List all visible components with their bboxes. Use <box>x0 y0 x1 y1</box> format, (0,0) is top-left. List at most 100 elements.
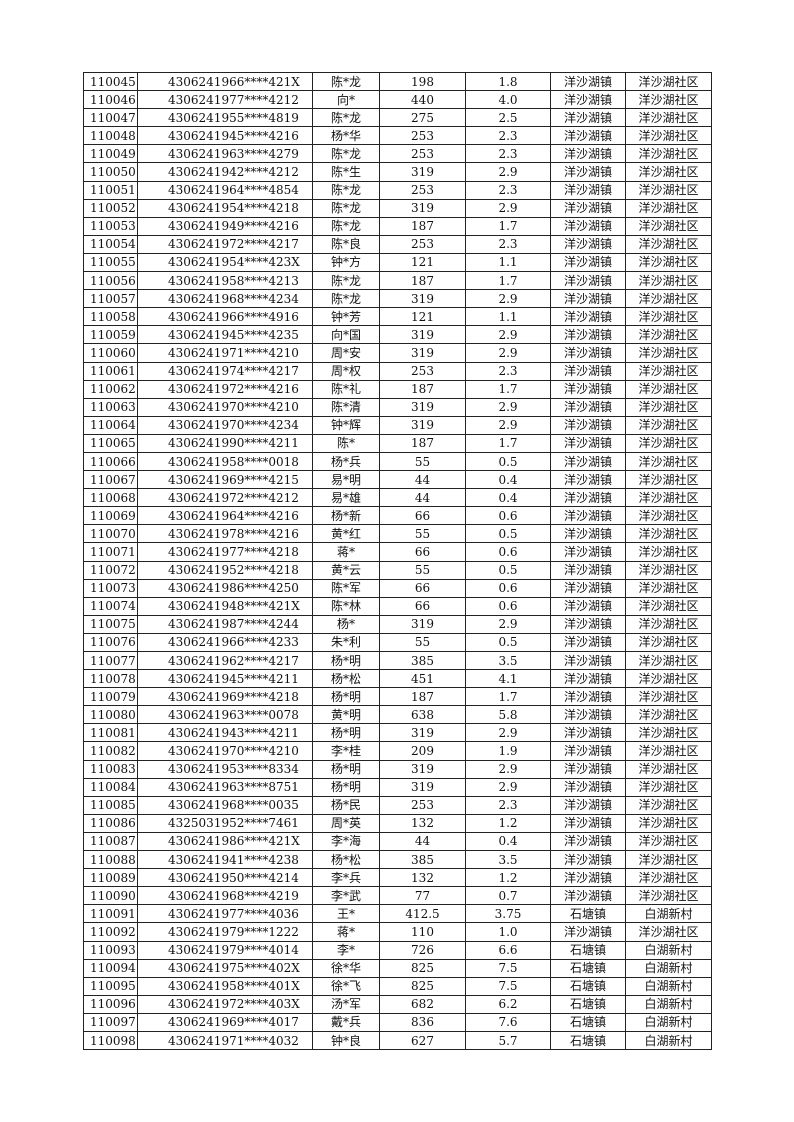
table-row: 110081 4306241943****4211 杨*明 319 2.9 洋沙湖镇 洋沙湖… <box>83 723 712 743</box>
record-id-cell: 110059 <box>83 325 138 345</box>
community-cell: 洋沙湖社区 <box>625 542 712 562</box>
record-id-cell: 110068 <box>83 488 138 508</box>
town-cell: 洋沙湖镇 <box>550 650 626 671</box>
person-name-cell: 杨*明 <box>312 687 380 707</box>
record-id-cell: 110071 <box>83 542 138 562</box>
town-cell: 洋沙湖镇 <box>550 415 626 435</box>
community-cell: 洋沙湖社区 <box>625 108 712 128</box>
community-cell: 洋沙湖社区 <box>625 470 712 490</box>
id-number-cell: 4306241974****4217 <box>137 361 313 381</box>
area-cell: 2.9 <box>465 397 551 417</box>
amount-cell: 319 <box>379 777 466 797</box>
area-cell: 1.2 <box>465 868 551 888</box>
area-cell: 0.5 <box>465 560 551 580</box>
person-name-cell: 杨*松 <box>312 669 380 689</box>
table-row: 110077 4306241962****4217 杨*明 385 3.5 洋沙湖镇 洋沙湖… <box>83 650 712 671</box>
record-id-cell: 110050 <box>83 162 138 182</box>
area-cell: 1.1 <box>465 252 551 273</box>
person-name-cell: 李* <box>312 940 380 960</box>
id-number-cell: 4306241958****0018 <box>137 451 313 472</box>
area-cell: 2.3 <box>465 795 551 815</box>
person-name-cell: 徐*华 <box>312 958 380 978</box>
community-cell: 洋沙湖社区 <box>625 669 712 689</box>
record-id-cell: 110051 <box>83 180 138 200</box>
id-number-cell: 4306241986****421X <box>137 831 313 852</box>
record-id-cell: 110087 <box>83 831 138 852</box>
town-cell: 洋沙湖镇 <box>550 723 626 743</box>
table-row: 110059 4306241945****4235 向*国 319 2.9 洋沙湖镇 洋沙湖… <box>83 325 712 345</box>
id-number-cell: 4306241966****4916 <box>137 307 313 327</box>
record-id-cell: 110073 <box>83 578 138 598</box>
town-cell: 洋沙湖镇 <box>550 216 626 236</box>
record-id-cell: 110052 <box>83 198 138 218</box>
community-cell: 洋沙湖社区 <box>625 922 712 942</box>
table-row: 110048 4306241945****4216 杨*华 253 2.3 洋沙湖镇 洋沙湖… <box>83 126 712 146</box>
record-id-cell: 110054 <box>83 234 138 254</box>
town-cell: 石塘镇 <box>550 1030 626 1051</box>
id-number-cell: 4306241941****4238 <box>137 850 313 870</box>
record-id-cell: 110069 <box>83 506 138 526</box>
person-name-cell: 陈*龙 <box>312 180 380 200</box>
id-number-cell: 4306241971****4210 <box>137 343 313 363</box>
record-id-cell: 110049 <box>83 144 138 164</box>
record-id-cell: 110046 <box>83 90 138 110</box>
id-number-cell: 4306241962****4217 <box>137 650 313 671</box>
community-cell: 洋沙湖社区 <box>625 831 712 852</box>
record-id-cell: 110078 <box>83 669 138 689</box>
community-cell: 洋沙湖社区 <box>625 777 712 797</box>
area-cell: 1.7 <box>465 687 551 707</box>
town-cell: 洋沙湖镇 <box>550 596 626 616</box>
area-cell: 0.4 <box>465 831 551 852</box>
amount-cell: 44 <box>379 470 466 490</box>
id-number-cell: 4306241942****4212 <box>137 162 313 182</box>
record-id-cell: 110067 <box>83 470 138 490</box>
table-row: 110051 4306241964****4854 陈*龙 253 2.3 洋沙湖镇 洋沙湖… <box>83 180 712 200</box>
table-row: 110063 4306241970****4210 陈*清 319 2.9 洋沙湖镇 洋沙湖… <box>83 397 712 417</box>
area-cell: 2.3 <box>465 361 551 381</box>
person-name-cell: 汤*军 <box>312 994 380 1014</box>
table-row: 110065 4306241990****4211 陈* 187 1.7 洋沙湖镇 洋沙湖社… <box>83 433 712 453</box>
town-cell: 洋沙湖镇 <box>550 632 626 653</box>
record-id-cell: 110090 <box>83 886 138 906</box>
person-name-cell: 黄*明 <box>312 705 380 725</box>
table-row: 110094 4306241975****402X 徐*华 825 7.5 石塘镇 白湖新村 <box>83 958 712 978</box>
community-cell: 洋沙湖社区 <box>625 488 712 508</box>
table-row: 110084 4306241963****8751 杨*明 319 2.9 洋沙湖镇 洋沙湖… <box>83 777 712 797</box>
area-cell: 2.3 <box>465 126 551 146</box>
community-cell: 洋沙湖社区 <box>625 198 712 218</box>
record-id-cell: 110091 <box>83 904 138 924</box>
person-name-cell: 周*英 <box>312 813 380 833</box>
area-cell: 3.75 <box>465 904 551 924</box>
id-number-cell: 4306241972****4217 <box>137 234 313 254</box>
id-number-cell: 4306241966****421X <box>137 71 313 92</box>
amount-cell: 253 <box>379 234 466 254</box>
person-name-cell: 杨*民 <box>312 795 380 815</box>
record-id-cell: 110063 <box>83 397 138 417</box>
area-cell: 4.0 <box>465 90 551 110</box>
record-id-cell: 110066 <box>83 451 138 472</box>
community-cell: 洋沙湖社区 <box>625 813 712 833</box>
person-name-cell: 杨*明 <box>312 723 380 743</box>
area-cell: 0.5 <box>465 451 551 472</box>
amount-cell: 132 <box>379 868 466 888</box>
id-number-cell: 4306241972****4212 <box>137 488 313 508</box>
area-cell: 2.9 <box>465 343 551 363</box>
community-cell: 洋沙湖社区 <box>625 361 712 381</box>
amount-cell: 77 <box>379 886 466 906</box>
town-cell: 洋沙湖镇 <box>550 289 626 309</box>
amount-cell: 253 <box>379 180 466 200</box>
area-cell: 6.6 <box>465 940 551 960</box>
person-name-cell: 易*雄 <box>312 488 380 508</box>
community-cell: 洋沙湖社区 <box>625 162 712 182</box>
person-name-cell: 王* <box>312 904 380 924</box>
table-row: 110064 4306241970****4234 钟*辉 319 2.9 洋沙湖镇 洋沙湖… <box>83 415 712 435</box>
table-row: 110056 4306241958****4213 陈*龙 187 1.7 洋沙湖镇 洋沙湖… <box>83 271 712 291</box>
community-cell: 洋沙湖社区 <box>625 325 712 345</box>
town-cell: 洋沙湖镇 <box>550 71 626 92</box>
town-cell: 洋沙湖镇 <box>550 795 626 815</box>
amount-cell: 682 <box>379 994 466 1014</box>
community-cell: 洋沙湖社区 <box>625 433 712 453</box>
person-name-cell: 李*桂 <box>312 741 380 761</box>
id-number-cell: 4306241969****4017 <box>137 1012 313 1032</box>
record-id-cell: 110062 <box>83 379 138 399</box>
